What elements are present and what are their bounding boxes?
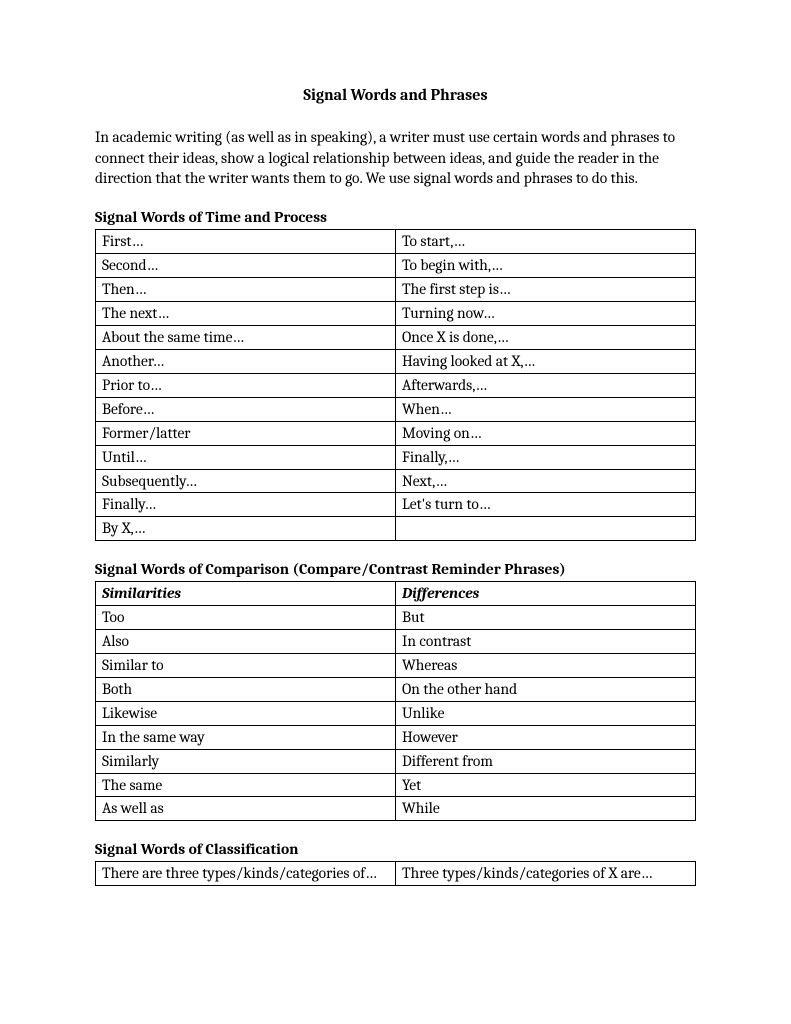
table-cell: Too	[96, 606, 396, 630]
table-row: Former/latterMoving on…	[96, 421, 696, 445]
table-cell: Similarly	[96, 749, 396, 773]
table-cell: Second…	[96, 254, 396, 278]
table-classification: There are three types/kinds/categories o…	[95, 861, 696, 886]
table-cell: In the same way	[96, 725, 396, 749]
table-row: AlsoIn contrast	[96, 630, 696, 654]
section-heading-classification: Signal Words of Classification	[95, 839, 696, 860]
table-cell: Similar to	[96, 653, 396, 677]
table-row: Similar toWhereas	[96, 653, 696, 677]
table-cell: Three types/kinds/categories of X are…	[396, 862, 696, 886]
table-cell: Unlike	[396, 701, 696, 725]
table-cell: Turning now…	[396, 302, 696, 326]
table-cell: Another…	[96, 349, 396, 373]
table-cell: Subsequently…	[96, 469, 396, 493]
table-cell: Having looked at X,…	[396, 349, 696, 373]
table-cell: Before…	[96, 397, 396, 421]
table-cell: Finally…	[96, 493, 396, 517]
table-row: About the same time…Once X is done,…	[96, 325, 696, 349]
table-row: The next…Turning now…	[96, 302, 696, 326]
table-row: There are three types/kinds/categories o…	[96, 862, 696, 886]
table-cell: Moving on…	[396, 421, 696, 445]
table-cell: Prior to…	[96, 373, 396, 397]
table-row: LikewiseUnlike	[96, 701, 696, 725]
table-cell: About the same time…	[96, 325, 396, 349]
table-row: SimilarlyDifferent from	[96, 749, 696, 773]
table-cell: The next…	[96, 302, 396, 326]
table-time-process: First…To start,…Second…To begin with,…Th…	[95, 229, 696, 541]
table-cell: Afterwards,…	[396, 373, 696, 397]
table-row: In the same wayHowever	[96, 725, 696, 749]
table-cell: Likewise	[96, 701, 396, 725]
table-row: By X,…	[96, 517, 696, 541]
table-cell: There are three types/kinds/categories o…	[96, 862, 396, 886]
table-cell: On the other hand	[396, 677, 696, 701]
table-row: As well asWhile	[96, 797, 696, 821]
table-row: Finally…Let's turn to…	[96, 493, 696, 517]
table-row: First…To start,…	[96, 230, 696, 254]
page-title: Signal Words and Phrases	[95, 85, 696, 107]
table-cell: First…	[96, 230, 396, 254]
table-cell: But	[396, 606, 696, 630]
table-cell: Let's turn to…	[396, 493, 696, 517]
table-cell: When…	[396, 397, 696, 421]
table-cell: Next,…	[396, 469, 696, 493]
table-cell: To begin with,…	[396, 254, 696, 278]
table-header-cell: Similarities	[96, 582, 396, 606]
table-cell: Until…	[96, 445, 396, 469]
table-cell: As well as	[96, 797, 396, 821]
table-comparison: SimilaritiesDifferencesTooButAlsoIn cont…	[95, 581, 696, 821]
table-cell: To start,…	[396, 230, 696, 254]
table-cell: Then…	[96, 278, 396, 302]
table-row: Before…When…	[96, 397, 696, 421]
table-row: Until…Finally,…	[96, 445, 696, 469]
table-cell: The same	[96, 773, 396, 797]
table-row: Prior to…Afterwards,…	[96, 373, 696, 397]
table-cell: Finally,…	[396, 445, 696, 469]
table-cell: Also	[96, 630, 396, 654]
table-cell	[396, 517, 696, 541]
table-cell: While	[396, 797, 696, 821]
table-row: BothOn the other hand	[96, 677, 696, 701]
table-cell: Different from	[396, 749, 696, 773]
table-row: TooBut	[96, 606, 696, 630]
table-header-row: SimilaritiesDifferences	[96, 582, 696, 606]
section-heading-time: Signal Words of Time and Process	[95, 207, 696, 228]
table-cell: The first step is…	[396, 278, 696, 302]
table-cell: However	[396, 725, 696, 749]
table-cell: Both	[96, 677, 396, 701]
table-cell: By X,…	[96, 517, 396, 541]
table-cell: Yet	[396, 773, 696, 797]
table-cell: Former/latter	[96, 421, 396, 445]
section-heading-comparison: Signal Words of Comparison (Compare/Cont…	[95, 559, 696, 580]
table-row: Then…The first step is…	[96, 278, 696, 302]
table-row: Second…To begin with,…	[96, 254, 696, 278]
table-row: The sameYet	[96, 773, 696, 797]
intro-paragraph: In academic writing (as well as in speak…	[95, 127, 696, 190]
table-header-cell: Differences	[396, 582, 696, 606]
table-cell: Whereas	[396, 653, 696, 677]
table-row: Subsequently…Next,…	[96, 469, 696, 493]
table-row: Another…Having looked at X,…	[96, 349, 696, 373]
table-cell: In contrast	[396, 630, 696, 654]
table-cell: Once X is done,…	[396, 325, 696, 349]
